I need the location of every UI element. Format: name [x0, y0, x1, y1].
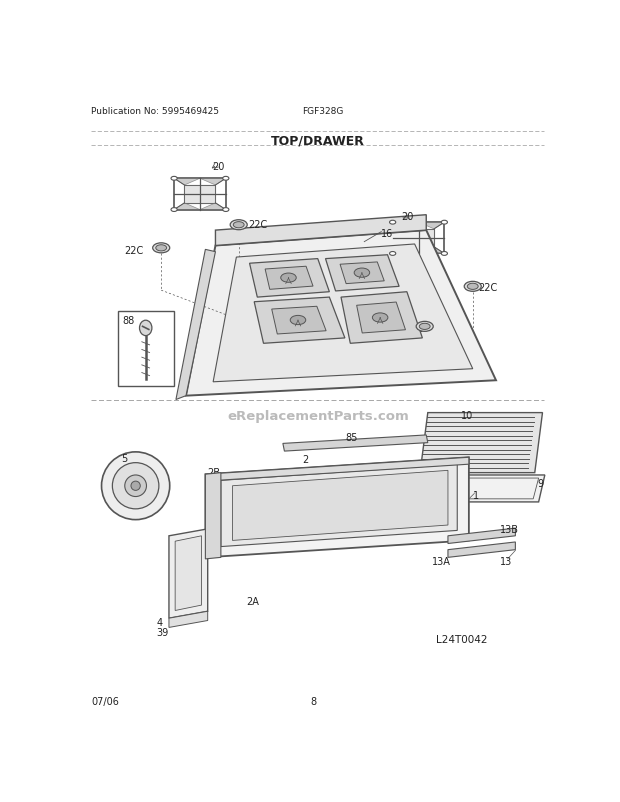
Polygon shape	[200, 179, 226, 186]
Text: 07/06: 07/06	[92, 696, 119, 706]
Ellipse shape	[281, 273, 296, 283]
Text: 85: 85	[345, 432, 357, 442]
Text: 22C: 22C	[248, 219, 267, 229]
Ellipse shape	[156, 245, 167, 252]
Polygon shape	[213, 245, 472, 383]
Ellipse shape	[223, 209, 229, 213]
Polygon shape	[265, 267, 313, 290]
Ellipse shape	[441, 221, 448, 225]
Text: 20: 20	[212, 162, 224, 172]
Polygon shape	[254, 298, 345, 344]
Text: 2A: 2A	[247, 596, 259, 606]
Text: 20: 20	[402, 212, 414, 221]
Text: FGF328G: FGF328G	[303, 107, 343, 116]
Circle shape	[112, 463, 159, 509]
Text: 9: 9	[537, 479, 543, 488]
Text: L24T0042: L24T0042	[435, 634, 487, 645]
Circle shape	[102, 452, 170, 520]
Ellipse shape	[467, 284, 478, 290]
Ellipse shape	[441, 252, 448, 256]
Text: Publication No: 5995469425: Publication No: 5995469425	[92, 107, 219, 116]
Text: 4: 4	[156, 618, 162, 628]
Bar	[118, 311, 174, 387]
Polygon shape	[175, 536, 202, 611]
Text: 13: 13	[500, 556, 512, 566]
Polygon shape	[216, 216, 427, 246]
Polygon shape	[186, 231, 496, 396]
Polygon shape	[356, 302, 405, 334]
Ellipse shape	[373, 314, 388, 322]
Polygon shape	[403, 229, 418, 238]
Polygon shape	[217, 458, 469, 480]
Text: 22: 22	[410, 324, 423, 334]
Polygon shape	[174, 204, 200, 210]
Polygon shape	[418, 229, 434, 238]
Polygon shape	[416, 476, 545, 502]
Text: TOP/DRAWER: TOP/DRAWER	[271, 135, 365, 148]
Text: 8: 8	[311, 696, 317, 706]
Polygon shape	[200, 204, 226, 210]
Text: 88: 88	[123, 315, 135, 326]
Polygon shape	[200, 186, 216, 195]
Polygon shape	[418, 223, 445, 229]
Polygon shape	[341, 293, 422, 344]
Circle shape	[125, 476, 146, 497]
Polygon shape	[392, 223, 418, 229]
Polygon shape	[200, 195, 216, 204]
Text: 16: 16	[381, 229, 394, 238]
Polygon shape	[174, 179, 200, 186]
Text: 13B: 13B	[500, 525, 519, 535]
Polygon shape	[232, 471, 448, 541]
Polygon shape	[249, 259, 329, 298]
Text: 5: 5	[122, 453, 128, 463]
Ellipse shape	[419, 324, 430, 330]
Ellipse shape	[464, 282, 481, 292]
Ellipse shape	[223, 177, 229, 181]
Text: 1: 1	[472, 490, 479, 500]
Polygon shape	[176, 250, 216, 400]
Text: eReplacementParts.com: eReplacementParts.com	[227, 409, 409, 422]
Polygon shape	[418, 248, 445, 254]
Text: 10: 10	[461, 410, 474, 420]
Polygon shape	[448, 529, 515, 544]
Polygon shape	[420, 413, 542, 473]
Circle shape	[131, 481, 140, 491]
Polygon shape	[205, 458, 469, 557]
Polygon shape	[403, 238, 418, 248]
Text: 13A: 13A	[433, 556, 451, 566]
Text: 22C: 22C	[124, 245, 143, 255]
Polygon shape	[169, 611, 208, 628]
Polygon shape	[326, 255, 399, 292]
Polygon shape	[418, 238, 434, 248]
Polygon shape	[221, 464, 458, 547]
Polygon shape	[184, 186, 200, 195]
Ellipse shape	[171, 177, 177, 181]
Polygon shape	[169, 529, 208, 618]
Ellipse shape	[153, 244, 170, 253]
Polygon shape	[392, 248, 418, 254]
Ellipse shape	[230, 221, 247, 230]
Ellipse shape	[290, 316, 306, 326]
Ellipse shape	[233, 222, 244, 229]
Polygon shape	[448, 542, 515, 557]
Polygon shape	[283, 435, 428, 452]
Ellipse shape	[171, 209, 177, 213]
Ellipse shape	[354, 269, 370, 278]
Text: 2B: 2B	[208, 468, 221, 478]
Polygon shape	[184, 195, 200, 204]
Ellipse shape	[140, 321, 152, 336]
Polygon shape	[205, 473, 221, 559]
Ellipse shape	[416, 322, 433, 332]
Ellipse shape	[389, 221, 396, 225]
Text: 22C: 22C	[478, 282, 497, 293]
Polygon shape	[340, 262, 384, 284]
Polygon shape	[272, 307, 326, 334]
Text: 2: 2	[303, 455, 309, 464]
Ellipse shape	[389, 252, 396, 256]
Text: 39: 39	[156, 627, 169, 637]
